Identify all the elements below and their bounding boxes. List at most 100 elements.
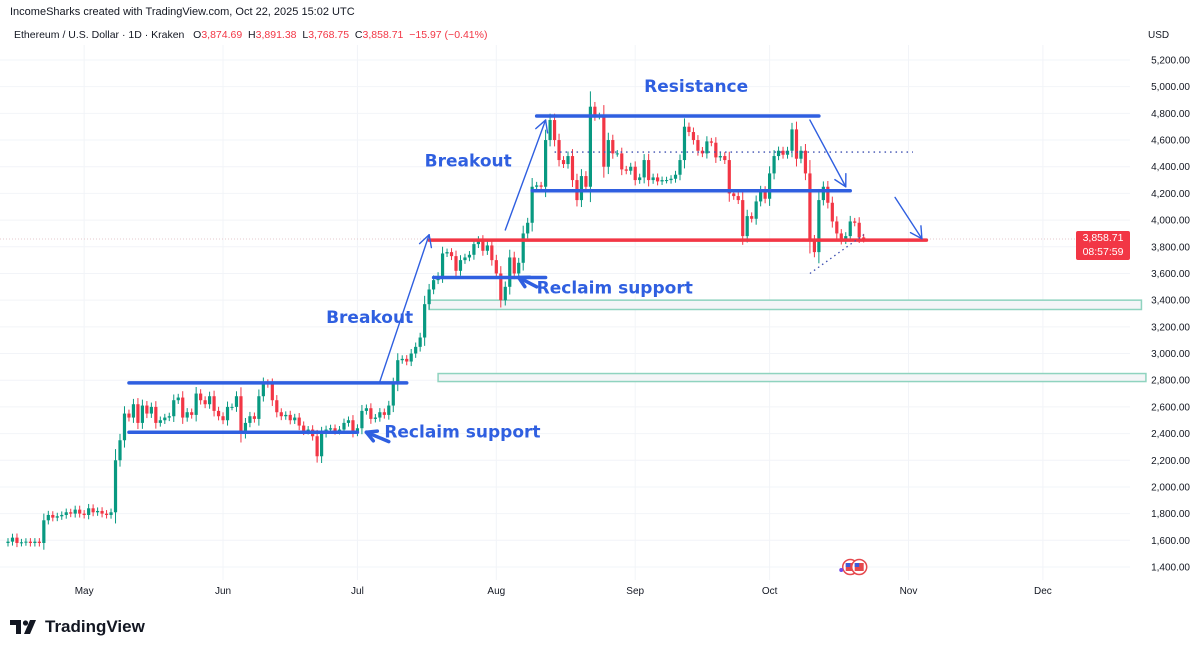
candle-body [51, 514, 55, 518]
candle-body [122, 413, 127, 441]
candle [521, 225, 525, 271]
candle-body [208, 396, 212, 405]
candle [633, 161, 637, 186]
candle [673, 170, 678, 183]
candle-body [293, 417, 297, 421]
candle-body [163, 417, 167, 421]
flag-canton [845, 563, 851, 567]
candle-body [145, 405, 149, 414]
candle [78, 505, 82, 518]
candle-body [82, 513, 86, 515]
candle-body [337, 429, 342, 431]
candle [163, 413, 167, 424]
y-tick-label: 3,000.00 [1151, 349, 1190, 360]
candle-body [100, 510, 104, 514]
candle-body [423, 304, 427, 338]
candle-body [6, 541, 10, 543]
arrow-shaft [504, 119, 547, 231]
candle [557, 133, 561, 167]
trend-arrow [379, 234, 433, 383]
candle-body [10, 537, 15, 542]
candle-body [570, 156, 575, 181]
arrow-head [834, 178, 847, 188]
candle [113, 449, 118, 524]
candle-body [727, 160, 731, 194]
candle [467, 251, 472, 262]
y-tick-label: 4,200.00 [1151, 189, 1190, 200]
candle-body [360, 410, 364, 429]
symbol-name[interactable]: Ethereum / U.S. Dollar · 1D · Kraken [14, 29, 185, 41]
candle [297, 413, 301, 431]
candle [284, 411, 288, 420]
candle-body [768, 173, 772, 199]
candle [499, 266, 503, 308]
candle-body [458, 260, 463, 271]
candle-body [351, 420, 355, 433]
current-price: 3,858.71 [1082, 232, 1124, 244]
candle [131, 398, 136, 423]
candle [91, 504, 95, 517]
candle-body [221, 416, 225, 421]
flag-canton [854, 563, 860, 567]
candle [87, 503, 91, 520]
candle [664, 176, 669, 184]
candle [517, 257, 521, 279]
candle-body [364, 408, 368, 411]
candle [387, 400, 391, 420]
candle-body [548, 120, 552, 141]
candle [37, 538, 41, 547]
candle-body [624, 169, 628, 171]
candle-body [821, 186, 825, 201]
candle-body [230, 406, 234, 408]
candle-body [557, 140, 561, 161]
candle-body [566, 156, 570, 165]
candle-body [243, 422, 248, 434]
candle-body [270, 384, 274, 401]
x-tick-label: Oct [762, 586, 778, 597]
candle-body [700, 150, 704, 154]
candle [257, 389, 261, 426]
y-tick-label: 3,800.00 [1151, 242, 1190, 253]
candle [118, 433, 122, 467]
candle-body [705, 141, 709, 154]
candle [660, 176, 664, 185]
y-tick-label: 2,200.00 [1151, 456, 1190, 467]
candle-body [440, 253, 445, 277]
candle [848, 215, 852, 242]
candle [750, 212, 754, 223]
candle [669, 175, 673, 184]
candle-body [445, 252, 449, 254]
candle [104, 510, 109, 519]
candle-body [158, 420, 162, 423]
candle [293, 413, 297, 424]
candle [230, 403, 234, 411]
y-tick-label: 1,800.00 [1151, 509, 1190, 520]
candle [745, 209, 749, 243]
candle [642, 154, 646, 184]
x-tick-label: Jul [351, 586, 364, 597]
candle [414, 342, 418, 358]
candle [772, 150, 776, 180]
candle [288, 410, 292, 425]
high-label: H [248, 29, 256, 41]
candle [485, 241, 489, 255]
tradingview-logo[interactable]: TradingView [10, 617, 145, 637]
close-value: 3,858.71 [362, 29, 404, 41]
candle-body [517, 262, 521, 274]
candle-body [691, 132, 696, 141]
candle [759, 185, 763, 207]
candle-body [216, 410, 221, 417]
candle [503, 281, 507, 306]
candle-body [387, 405, 391, 415]
candle [714, 137, 718, 163]
candle-body [642, 160, 646, 178]
candle [194, 387, 198, 422]
candle-body [333, 428, 337, 431]
open-label: O [193, 29, 202, 41]
annotation-label: Reclaim support [537, 278, 693, 298]
candle [423, 295, 427, 346]
candle-body [69, 512, 73, 514]
candle-body [154, 406, 158, 423]
candle [252, 412, 256, 423]
